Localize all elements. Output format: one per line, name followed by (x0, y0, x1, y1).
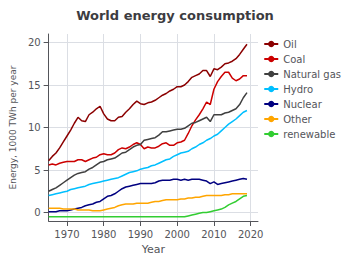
svg-text:Year: Year (141, 243, 166, 256)
svg-text:Hydro: Hydro (283, 84, 313, 95)
svg-text:Energy, 1000 TWh per year: Energy, 1000 TWh per year (8, 65, 18, 189)
svg-text:Coal: Coal (283, 54, 305, 65)
svg-text:1990: 1990 (128, 229, 153, 240)
svg-text:1970: 1970 (54, 229, 79, 240)
svg-text:Natural gas: Natural gas (283, 69, 341, 80)
svg-text:Nuclear: Nuclear (283, 99, 322, 110)
svg-text:15: 15 (28, 80, 41, 91)
svg-text:1980: 1980 (91, 229, 116, 240)
svg-text:0: 0 (34, 207, 40, 218)
svg-text:10: 10 (28, 122, 41, 133)
svg-text:20: 20 (28, 37, 41, 48)
svg-text:Oil: Oil (283, 39, 296, 50)
svg-text:2000: 2000 (164, 229, 189, 240)
svg-text:5: 5 (34, 165, 40, 176)
svg-text:World energy consumption: World energy consumption (76, 8, 274, 23)
svg-text:2020: 2020 (238, 229, 263, 240)
svg-text:Other: Other (283, 114, 312, 125)
svg-text:2010: 2010 (201, 229, 226, 240)
svg-text:renewable: renewable (283, 129, 335, 140)
